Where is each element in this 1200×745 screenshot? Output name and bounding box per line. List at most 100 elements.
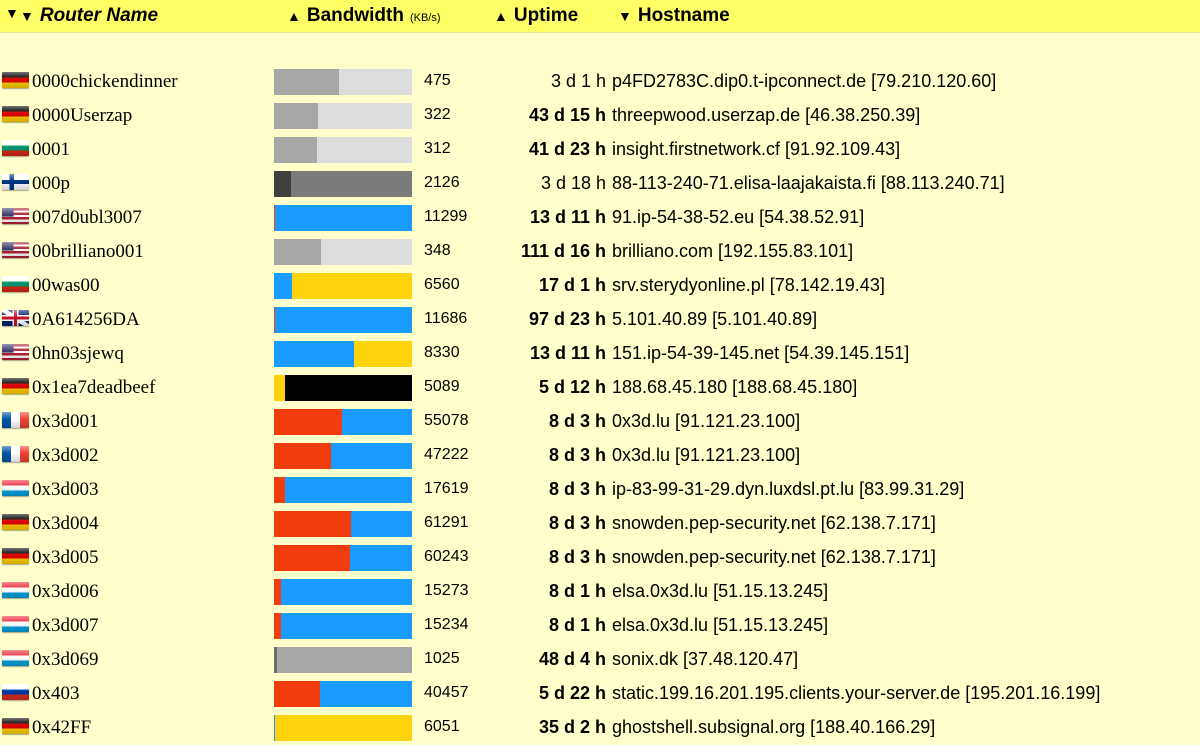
router-row[interactable]: 0x3d001 55078 8 d 3 h 0x3d.lu [91.121.23.10… [0, 405, 1200, 439]
uptime-value: 3 d 1 h [550, 71, 606, 91]
router-name[interactable]: 0001 [32, 139, 70, 160]
router-name[interactable]: 0000chickendinner [32, 71, 178, 92]
bandwidth-value: 2126 [424, 174, 460, 191]
router-row[interactable]: 0000Userzap 322 43 d 15 h threepwood.userza… [0, 99, 1200, 133]
bandwidth-bar [274, 171, 412, 197]
router-name[interactable]: 0x3d007 [32, 615, 99, 636]
bandwidth-bar-segment [274, 681, 320, 707]
column-header-hostname[interactable]: ▼ Hostname [618, 5, 730, 27]
router-row[interactable]: 0x3d004 61291 8 d 3 h snowden.pep-security.… [0, 507, 1200, 541]
bandwidth-bar-segment [274, 137, 317, 163]
router-row[interactable]: 007d0ubl3007 11299 13 d 11 h 91.ip-54-38-52… [0, 201, 1200, 235]
router-row[interactable]: 0x1ea7deadbeef 5089 5 d 12 h 188.68.45.180 … [0, 371, 1200, 405]
flag-bg-icon [2, 140, 29, 156]
hostname: srv.sterydyonline.pl [78.142.19.43] [612, 275, 885, 295]
router-row[interactable]: 0x3d069 1025 48 d 4 h sonix.dk [37.48.120.4… [0, 643, 1200, 677]
router-name[interactable]: 0x3d004 [32, 513, 99, 534]
router-name[interactable]: 0x403 [32, 683, 80, 704]
router-name[interactable]: 0x3d003 [32, 479, 99, 500]
bandwidth-value: 17619 [424, 480, 469, 497]
bandwidth-bar [274, 443, 412, 469]
bandwidth-value: 47222 [424, 446, 469, 463]
bandwidth-bar [274, 137, 412, 163]
bandwidth-bar [274, 647, 412, 673]
flag-us-icon [2, 242, 29, 258]
column-header-uptime[interactable]: ▲ Uptime [494, 5, 578, 27]
flag-fr-icon [2, 412, 29, 428]
bandwidth-bar [274, 205, 412, 231]
uptime-value: 5 d 22 h [538, 683, 606, 703]
router-name[interactable]: 0A614256DA [32, 309, 140, 330]
hostname: insight.firstnetwork.cf [91.92.109.43] [612, 139, 901, 159]
bandwidth-value: 40457 [424, 684, 469, 701]
router-row[interactable]: 00brilliano001 348 111 d 16 h brilliano.com… [0, 235, 1200, 269]
column-header-router-name[interactable]: ▼ Router Name [20, 5, 158, 27]
bandwidth-bar [274, 409, 412, 435]
router-name[interactable]: 0x3d001 [32, 411, 99, 432]
router-name[interactable]: 00was00 [32, 275, 100, 296]
bandwidth-value: 312 [424, 140, 451, 157]
router-row[interactable]: 0x3d005 60243 8 d 3 h snowden.pep-security.… [0, 541, 1200, 575]
bandwidth-bar-segment [316, 137, 412, 163]
router-row[interactable]: 0x3d007 15234 8 d 1 h elsa.0x3d.lu [51.15.1… [0, 609, 1200, 643]
router-name[interactable]: 0x3d006 [32, 581, 99, 602]
flag-de-icon [2, 378, 29, 394]
table-header: ▼ ▼ Router Name ▲ Bandwidth (KB/s) ▲ Upt… [0, 0, 1200, 33]
router-name[interactable]: 0x3d069 [32, 649, 99, 670]
bandwidth-bar-segment [290, 171, 412, 197]
router-row[interactable]: 0x3d006 15273 8 d 1 h elsa.0x3d.lu [51.15.1… [0, 575, 1200, 609]
sort-toggle[interactable]: ▼ [5, 5, 25, 21]
uptime-value: 3 d 18 h [540, 173, 606, 193]
flag-de-icon [2, 72, 29, 88]
uptime-value: 8 d 3 h [548, 479, 606, 499]
bandwidth-value: 6051 [424, 718, 460, 735]
column-header-bandwidth[interactable]: ▲ Bandwidth (KB/s) [287, 5, 441, 27]
router-row[interactable]: 0x3d002 47222 8 d 3 h 0x3d.lu [91.121.23.10… [0, 439, 1200, 473]
flag-de-icon [2, 718, 29, 734]
column-label-bandwidth: Bandwidth [306, 5, 404, 26]
router-name[interactable]: 007d0ubl3007 [32, 207, 142, 228]
bandwidth-value: 61291 [424, 514, 469, 531]
flag-fi-icon [2, 174, 29, 190]
router-name[interactable]: 0hn03sjewq [32, 343, 124, 364]
router-name[interactable]: 0x1ea7deadbeef [32, 377, 156, 398]
uptime-value: 8 d 1 h [548, 615, 606, 635]
router-name[interactable]: 0x3d005 [32, 547, 99, 568]
column-label-hostname: Hostname [637, 5, 730, 26]
flag-ru-icon [2, 684, 29, 700]
router-row[interactable]: 0x403 40457 5 d 22 h static.199.16.201.195.… [0, 677, 1200, 711]
router-row[interactable]: 00was00 6560 17 d 1 h srv.sterydyonline.pl … [0, 269, 1200, 303]
flag-bg-icon [2, 276, 29, 292]
bandwidth-bar-segment [319, 681, 412, 707]
bandwidth-bar [274, 273, 412, 299]
bandwidth-bar-segment [341, 409, 412, 435]
router-name[interactable]: 0x42FF [32, 717, 92, 738]
router-name[interactable]: 000p [32, 173, 70, 194]
sort-desc-icon[interactable]: ▼ [5, 5, 19, 21]
column-label-uptime: Uptime [513, 5, 579, 26]
hostname: 151.ip-54-39-145.net [54.39.145.151] [612, 343, 910, 363]
bandwidth-bar-segment [276, 647, 412, 673]
bandwidth-bar-segment [274, 375, 286, 401]
bandwidth-bar [274, 477, 412, 503]
bandwidth-value: 5089 [424, 378, 460, 395]
router-name[interactable]: 0x3d002 [32, 445, 99, 466]
uptime-value: 5 d 12 h [538, 377, 606, 397]
sort-desc-icon: ▼ [20, 8, 34, 24]
router-name[interactable]: 0000Userzap [32, 105, 133, 126]
router-row[interactable]: 0x3d003 17619 8 d 3 h ip-83-99-31-29.dyn.lu… [0, 473, 1200, 507]
router-row[interactable]: 0A614256DA 11686 97 d 23 h 5.101.40.89 [5.1… [0, 303, 1200, 337]
bandwidth-bar-segment [354, 341, 412, 367]
flag-us-icon [2, 208, 29, 224]
router-row[interactable]: 0001 312 41 d 23 h insight.firstnetwork.cf … [0, 133, 1200, 167]
router-row[interactable]: 0x42FF 6051 35 d 2 h ghostshell.subsignal.o… [0, 711, 1200, 745]
bandwidth-bar-segment [330, 443, 412, 469]
bandwidth-bar [274, 307, 412, 333]
bandwidth-bar-segment [351, 511, 412, 537]
bandwidth-bar-segment [274, 103, 319, 129]
router-row[interactable]: 0000chickendinner 475 3 d 1 h p4FD2783C.dip… [0, 65, 1200, 99]
router-row[interactable]: 000p 2126 3 d 18 h 88-113-240-71.elisa-laaj… [0, 167, 1200, 201]
bandwidth-bar-segment [274, 273, 292, 299]
router-row[interactable]: 0hn03sjewq 8330 13 d 11 h 151.ip-54-39-145.… [0, 337, 1200, 371]
router-name[interactable]: 00brilliano001 [32, 241, 144, 262]
